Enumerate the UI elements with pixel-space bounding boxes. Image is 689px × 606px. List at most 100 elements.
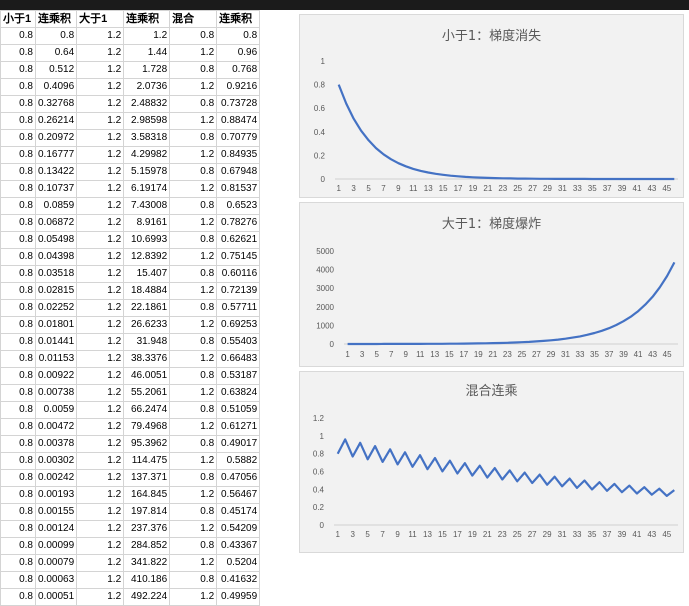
- table-cell[interactable]: 5.15978: [123, 163, 171, 181]
- table-cell[interactable]: 0.8: [0, 367, 36, 385]
- table-cell[interactable]: 0.01801: [34, 316, 78, 334]
- table-cell[interactable]: 1.2: [76, 554, 125, 572]
- table-cell[interactable]: 0.32768: [34, 95, 78, 113]
- table-cell[interactable]: 1.2: [169, 146, 218, 164]
- table-cell[interactable]: 164.845: [123, 486, 171, 504]
- table-cell[interactable]: 197.814: [123, 503, 171, 521]
- table-cell[interactable]: 0.53187: [216, 367, 261, 385]
- table-cell[interactable]: 1.2: [76, 248, 125, 266]
- table-cell[interactable]: 1.2: [76, 571, 125, 589]
- table-cell[interactable]: 0.9216: [216, 78, 261, 96]
- table-cell[interactable]: 0.8: [216, 27, 261, 45]
- table-cell[interactable]: 0.01441: [34, 333, 78, 351]
- table-cell[interactable]: 1.2: [169, 554, 218, 572]
- table-cell[interactable]: 1.2: [76, 163, 125, 181]
- table-cell[interactable]: 0.8: [169, 27, 218, 45]
- table-cell[interactable]: 0.75145: [216, 248, 261, 266]
- table-cell[interactable]: 0.8: [0, 571, 36, 589]
- table-cell[interactable]: 0.96: [216, 44, 261, 62]
- table-cell[interactable]: 1.2: [76, 350, 125, 368]
- table-cell[interactable]: 1.2: [76, 418, 125, 436]
- table-cell[interactable]: 0.8: [0, 112, 36, 130]
- table-cell[interactable]: 0.45174: [216, 503, 261, 521]
- table-cell[interactable]: 0.10737: [34, 180, 78, 198]
- table-cell[interactable]: 0.72139: [216, 282, 261, 300]
- table-cell[interactable]: 0.13422: [34, 163, 78, 181]
- table-cell[interactable]: 0.81537: [216, 180, 261, 198]
- table-cell[interactable]: 0.00193: [34, 486, 78, 504]
- table-cell[interactable]: 0.02815: [34, 282, 78, 300]
- table-cell[interactable]: 1.2: [76, 95, 125, 113]
- table-cell[interactable]: 1.2: [169, 180, 218, 198]
- table-cell[interactable]: 1.2: [169, 350, 218, 368]
- chart-gradient-vanishing[interactable]: 小于1：梯度消失 0 0.2 0.4 0.6 0.8 1 1 3 5 7 9 11 13 15 17 19 21…: [299, 14, 684, 198]
- table-cell[interactable]: 1.2: [169, 248, 218, 266]
- table-cell[interactable]: 1.2: [76, 452, 125, 470]
- table-cell[interactable]: 0.8: [0, 265, 36, 283]
- table-cell[interactable]: 0.00063: [34, 571, 78, 589]
- table-cell[interactable]: 0.8: [0, 197, 36, 215]
- table-cell[interactable]: 0.8: [0, 503, 36, 521]
- table-cell[interactable]: 26.6233: [123, 316, 171, 334]
- table-cell[interactable]: 1.2: [76, 486, 125, 504]
- table-cell[interactable]: 66.2474: [123, 401, 171, 419]
- table-cell[interactable]: 3.58318: [123, 129, 171, 147]
- table-cell[interactable]: 1.2: [76, 27, 125, 45]
- table-cell[interactable]: 1.2: [76, 537, 125, 555]
- table-cell[interactable]: 1.2: [76, 367, 125, 385]
- table-cell[interactable]: 0.62621: [216, 231, 261, 249]
- table-cell[interactable]: 12.8392: [123, 248, 171, 266]
- table-cell[interactable]: 1.2: [169, 588, 218, 606]
- table-cell[interactable]: 1.2: [76, 588, 125, 606]
- table-cell[interactable]: 0.00242: [34, 469, 78, 487]
- table-cell[interactable]: 0.8: [0, 282, 36, 300]
- table-cell[interactable]: 0.05498: [34, 231, 78, 249]
- table-cell[interactable]: 341.822: [123, 554, 171, 572]
- table-cell[interactable]: 0.8: [0, 146, 36, 164]
- table-cell[interactable]: 0.8: [0, 418, 36, 436]
- table-cell[interactable]: 1.728: [123, 61, 171, 79]
- table-cell[interactable]: 0.43367: [216, 537, 261, 555]
- table-cell[interactable]: 410.186: [123, 571, 171, 589]
- table-cell[interactable]: 1.2: [169, 112, 218, 130]
- table-cell[interactable]: 31.948: [123, 333, 171, 351]
- table-cell[interactable]: 1.2: [76, 401, 125, 419]
- table-cell[interactable]: 0.57711: [216, 299, 261, 317]
- table-cell[interactable]: 1.2: [169, 384, 218, 402]
- table-cell[interactable]: 0.4096: [34, 78, 78, 96]
- table-cell[interactable]: 0.8: [169, 333, 218, 351]
- table-cell[interactable]: 0.70779: [216, 129, 261, 147]
- table-cell[interactable]: 0.73728: [216, 95, 261, 113]
- table-cell[interactable]: 8.9161: [123, 214, 171, 232]
- table-cell[interactable]: 0.8: [169, 435, 218, 453]
- table-cell[interactable]: 0.8: [0, 214, 36, 232]
- table-cell[interactable]: 0.512: [34, 61, 78, 79]
- header-cell[interactable]: 大于1: [76, 10, 125, 28]
- table-cell[interactable]: 1.2: [169, 486, 218, 504]
- table-cell[interactable]: 0.8: [169, 503, 218, 521]
- table-cell[interactable]: 0.20972: [34, 129, 78, 147]
- table-cell[interactable]: 0.78276: [216, 214, 261, 232]
- table-cell[interactable]: 2.48832: [123, 95, 171, 113]
- header-cell[interactable]: 连乘积: [34, 10, 78, 28]
- table-cell[interactable]: 1.2: [76, 146, 125, 164]
- table-cell[interactable]: 1.2: [76, 299, 125, 317]
- table-cell[interactable]: 0.54209: [216, 520, 261, 538]
- table-cell[interactable]: 10.6993: [123, 231, 171, 249]
- table-cell[interactable]: 38.3376: [123, 350, 171, 368]
- table-cell[interactable]: 0.00302: [34, 452, 78, 470]
- table-cell[interactable]: 95.3962: [123, 435, 171, 453]
- table-cell[interactable]: 79.4968: [123, 418, 171, 436]
- table-cell[interactable]: 0.0859: [34, 197, 78, 215]
- table-cell[interactable]: 1.2: [76, 44, 125, 62]
- table-cell[interactable]: 114.475: [123, 452, 171, 470]
- table-cell[interactable]: 1.2: [76, 61, 125, 79]
- table-cell[interactable]: 0.56467: [216, 486, 261, 504]
- table-cell[interactable]: 0.8: [0, 61, 36, 79]
- table-cell[interactable]: 0.61271: [216, 418, 261, 436]
- chart-mixed-product[interactable]: 混合连乘 0 0.2 0.4 0.6 0.8 1 1.2 1 3 5 7 9 11 13 15 17 19 21 2…: [299, 371, 684, 553]
- table-cell[interactable]: 0.60116: [216, 265, 261, 283]
- table-cell[interactable]: 0.8: [169, 537, 218, 555]
- table-cell[interactable]: 0.8: [0, 435, 36, 453]
- table-cell[interactable]: 284.852: [123, 537, 171, 555]
